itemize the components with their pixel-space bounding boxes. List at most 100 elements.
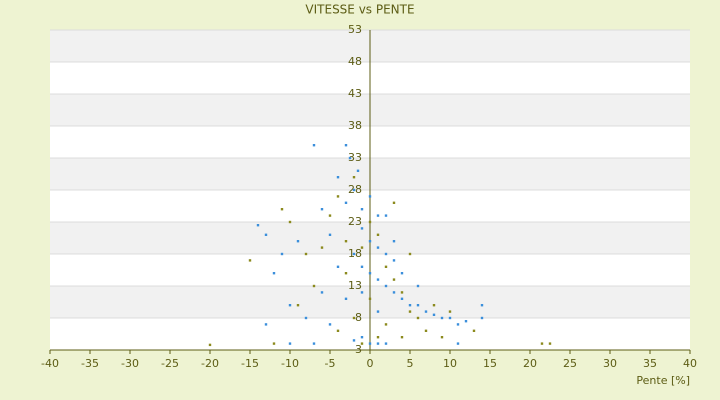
data-point: [320, 246, 324, 249]
y-tick-label: 18: [348, 247, 362, 260]
y-tick-label: 38: [348, 119, 362, 132]
data-point: [440, 316, 444, 320]
data-point: [328, 214, 332, 217]
data-point: [296, 240, 300, 243]
data-point: [440, 336, 444, 339]
data-point: [400, 297, 404, 300]
data-point: [400, 291, 404, 294]
data-point: [472, 329, 476, 332]
data-point: [424, 329, 428, 332]
data-point: [328, 323, 332, 326]
x-tick-label: 15: [483, 357, 497, 370]
data-point: [376, 336, 380, 339]
data-point: [328, 233, 332, 236]
data-point: [360, 336, 364, 339]
data-point: [264, 323, 268, 326]
data-point: [352, 339, 356, 342]
data-point: [336, 329, 340, 332]
data-point: [416, 316, 420, 320]
data-point: [344, 144, 348, 147]
data-point: [392, 201, 396, 204]
data-point: [432, 304, 436, 307]
data-point: [288, 342, 292, 345]
y-tick-label: 48: [348, 55, 362, 68]
data-point: [360, 246, 364, 249]
chart-title: VITESSE vs PENTE: [305, 3, 414, 17]
data-point: [400, 336, 404, 339]
x-tick-label: 30: [603, 357, 617, 370]
x-tick-label: 5: [407, 357, 414, 370]
data-point: [408, 252, 412, 256]
x-tick-label: -25: [161, 357, 179, 370]
data-point: [336, 176, 340, 179]
y-tick-label: 13: [348, 279, 362, 292]
data-point: [376, 342, 380, 345]
data-point: [400, 272, 404, 275]
data-point: [548, 342, 552, 345]
data-point: [256, 224, 260, 227]
y-tick-label: 28: [348, 183, 362, 196]
data-point: [352, 252, 356, 256]
data-point: [344, 272, 348, 275]
data-point: [320, 208, 324, 211]
data-point: [540, 342, 544, 345]
data-point: [304, 316, 308, 320]
data-point: [312, 342, 316, 345]
data-point: [480, 304, 484, 307]
data-point: [360, 342, 364, 345]
data-point: [312, 284, 316, 288]
data-point: [456, 342, 460, 345]
data-point: [264, 233, 268, 236]
data-point: [336, 265, 340, 268]
data-point: [448, 310, 452, 313]
x-tick-label: -40: [41, 357, 59, 370]
data-point: [280, 208, 284, 211]
data-point: [384, 214, 388, 217]
data-point: [368, 297, 372, 300]
y-tick-label: 8: [355, 311, 362, 324]
data-point: [368, 342, 372, 345]
data-point: [288, 304, 292, 307]
data-point: [344, 297, 348, 300]
data-point: [272, 342, 276, 345]
data-point: [456, 323, 460, 326]
y-tick-label: 33: [348, 151, 362, 164]
data-point: [352, 176, 356, 179]
data-point: [272, 272, 276, 275]
data-point: [424, 310, 428, 313]
data-point: [376, 310, 380, 313]
data-point: [280, 252, 284, 256]
data-point: [376, 214, 380, 217]
y-tick-label: 23: [348, 215, 362, 228]
data-point: [360, 227, 364, 230]
data-point: [360, 265, 364, 268]
data-point: [392, 259, 396, 262]
x-tick-label: -10: [281, 357, 299, 370]
data-point: [384, 284, 388, 288]
data-point: [356, 169, 360, 172]
data-point: [336, 195, 340, 198]
data-point: [408, 310, 412, 313]
x-tick-label: 0: [367, 357, 374, 370]
data-point: [432, 313, 436, 316]
data-point: [208, 343, 212, 347]
x-tick-label: 35: [643, 357, 657, 370]
data-point: [376, 246, 380, 249]
data-point: [304, 252, 308, 256]
data-point: [296, 304, 300, 307]
data-point: [376, 233, 380, 236]
data-point: [384, 323, 388, 326]
data-point: [408, 304, 412, 307]
data-point: [288, 220, 292, 224]
data-point: [392, 291, 396, 294]
x-tick-label: 40: [683, 357, 697, 370]
data-point: [416, 284, 420, 288]
x-axis-label: Pente [%]: [636, 374, 690, 387]
data-point: [464, 320, 468, 323]
data-point: [360, 291, 364, 294]
data-point: [320, 291, 324, 294]
data-point: [416, 304, 420, 307]
data-point: [392, 278, 396, 281]
x-tick-label: 10: [443, 357, 457, 370]
x-tick-label: 20: [523, 357, 537, 370]
